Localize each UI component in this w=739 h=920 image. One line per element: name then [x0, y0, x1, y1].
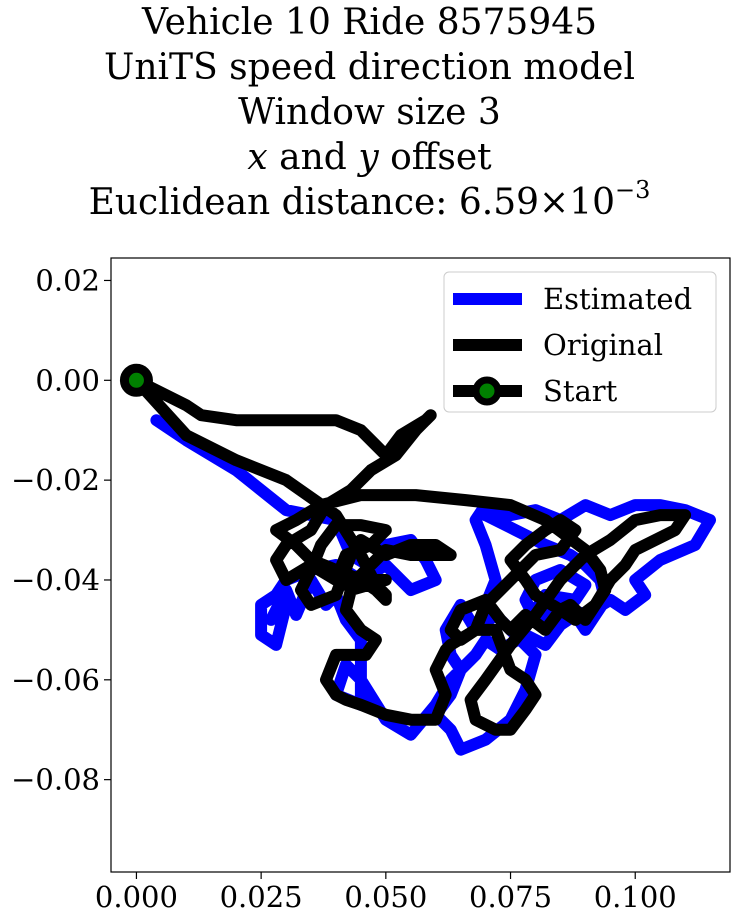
x-tick-label: 0.075: [469, 880, 552, 914]
title-var-x: x: [247, 137, 268, 178]
y-tick-label: 0.02: [35, 263, 100, 297]
legend: Estimated Original Start: [443, 271, 717, 413]
title-line-4: x and y offset: [0, 135, 739, 180]
title-line-2: UniTS speed direction model: [104, 47, 635, 88]
legend-swatch-start-marker: [472, 376, 502, 406]
legend-label-estimated: Estimated: [543, 282, 692, 316]
x-tick-label: 0.025: [220, 880, 303, 914]
ticks-layer: 0.000 0.025 0.050 0.075 0.100 0.02 0.00 −0.02 −0…: [11, 263, 677, 914]
y-tick-label: −0.06: [11, 663, 100, 697]
series-line-original: [130, 374, 692, 736]
title-base: 10: [569, 182, 616, 223]
y-tick-label: −0.08: [11, 763, 100, 797]
x-tick-label: 0.100: [594, 880, 677, 914]
legend-label-start: Start: [543, 374, 618, 408]
series-end-estimated: [479, 509, 492, 522]
title-times: ×: [539, 182, 570, 223]
start-marker: [119, 363, 153, 397]
title-offset: offset: [390, 137, 492, 178]
x-tick-label: 0.000: [95, 880, 178, 914]
x-tick-label: 0.050: [344, 880, 427, 914]
y-tick-label: 0.00: [35, 363, 100, 397]
y-tick-label: −0.04: [11, 563, 100, 597]
title-distance-prefix: Euclidean distance: 6.59: [88, 182, 540, 223]
legend-box: [443, 271, 717, 413]
title-var-y: y: [358, 137, 379, 178]
y-tick-label: −0.02: [11, 463, 100, 497]
legend-label-original: Original: [543, 328, 663, 362]
title-line-3: Window size 3: [238, 92, 501, 133]
title-and: and: [279, 137, 347, 178]
axes-frame: [110, 257, 731, 873]
title-exponent: −3: [615, 176, 651, 204]
chart-title: Vehicle 10 Ride 8575945 UniTS speed dire…: [0, 0, 739, 225]
title-line-1: Vehicle 10 Ride 8575945: [141, 2, 598, 43]
series-line-estimated: [150, 414, 716, 756]
series-layer: [119, 363, 716, 756]
title-line-5: Euclidean distance: 6.59×10−3: [0, 178, 739, 225]
